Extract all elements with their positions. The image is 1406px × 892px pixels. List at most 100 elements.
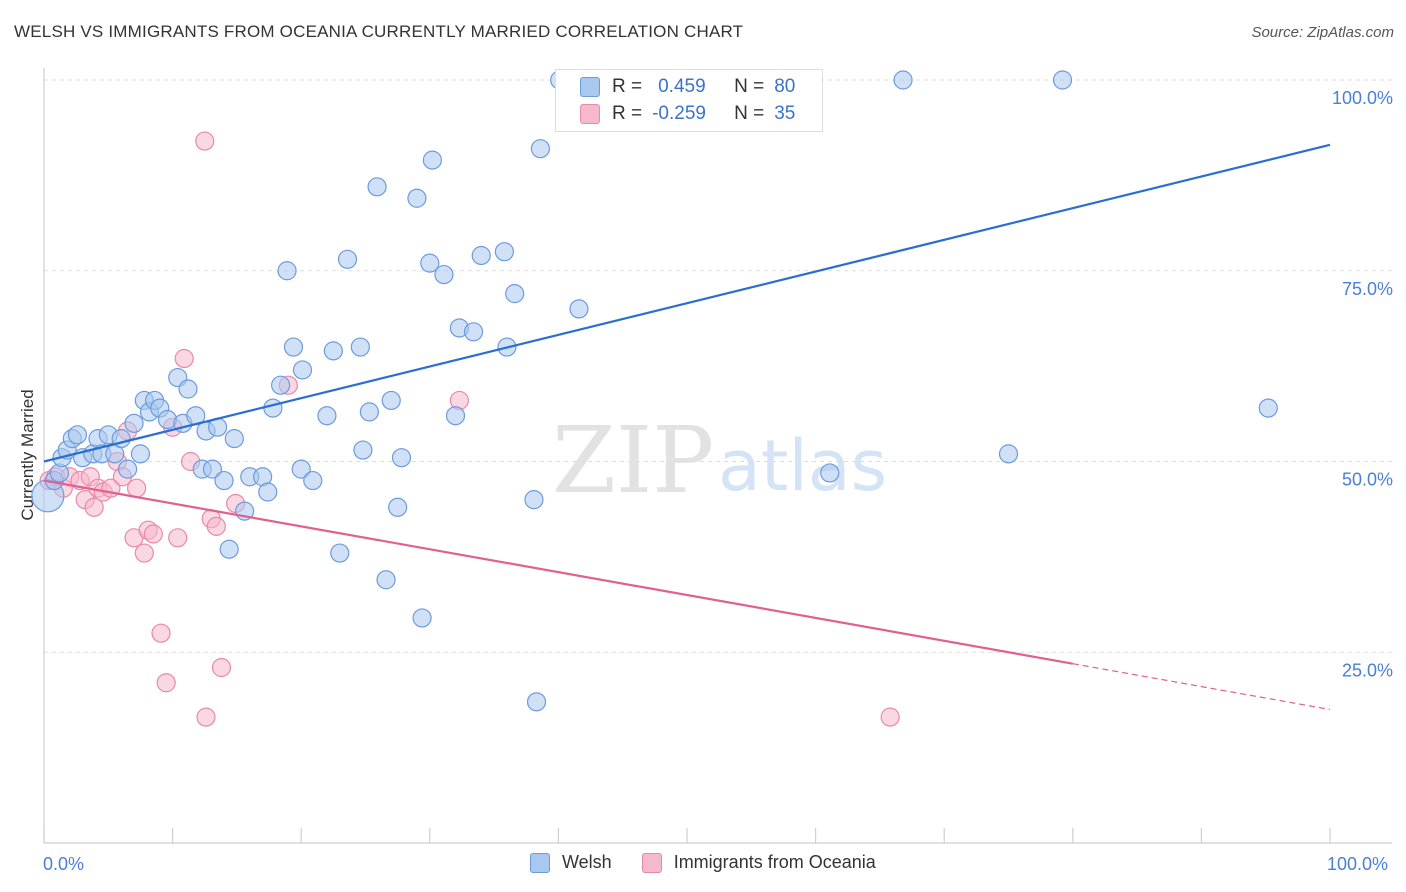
legend-item-welsh[interactable]: Welsh: [530, 852, 612, 873]
data-point: [224, 429, 244, 449]
data-point: [283, 337, 304, 357]
watermark: ZIP atlas: [552, 407, 887, 514]
data-point: [317, 406, 337, 426]
data-point: [130, 444, 151, 464]
legend-bottom-swatch-oceania: [641, 852, 662, 873]
legend-bottom-label-oceania: Immigrants from Oceania: [673, 852, 876, 872]
data-point: [84, 497, 104, 517]
data-point: [206, 516, 226, 536]
axes: [43, 68, 1392, 844]
data-point: [381, 390, 401, 411]
trend-lines: [43, 143, 1331, 711]
data-point: [445, 406, 466, 426]
stats-legend: R = 0.459 N = 80 R = -0.259 N = 35: [555, 69, 823, 132]
legend-n-label-welsh: N =: [734, 76, 765, 97]
data-point: [323, 341, 343, 361]
data-point: [420, 253, 440, 273]
data-point: [124, 413, 144, 433]
data-point: [196, 707, 216, 727]
data-point: [353, 440, 373, 460]
x-tick-label-min: 0.0%: [43, 854, 84, 874]
data-point: [388, 497, 408, 517]
legend-swatch-welsh: [580, 77, 600, 97]
data-point: [998, 444, 1019, 464]
data-point: [277, 261, 297, 281]
data-point: [151, 623, 171, 643]
data-point: [202, 459, 223, 479]
legend-r-label-welsh: R =: [612, 76, 643, 97]
data-point: [117, 459, 138, 479]
source-label: Source: ZipAtlas.com: [1251, 24, 1394, 41]
legend-bottom-swatch-welsh: [530, 852, 550, 873]
trend-line-welsh: [43, 143, 1331, 463]
data-point: [412, 608, 432, 628]
data-point: [494, 242, 514, 262]
data-point: [156, 673, 176, 693]
grid-lines: [44, 79, 1392, 653]
data-point: [1052, 70, 1073, 90]
data-point: [263, 398, 283, 418]
legend-bottom-label-welsh: Welsh: [562, 852, 612, 872]
data-point: [271, 375, 291, 395]
watermark-atlas: atlas: [718, 425, 887, 507]
series-legend: Welsh Immigrants from Oceania: [530, 852, 906, 873]
data-point: [530, 139, 550, 159]
legend-row-welsh: R = 0.459 N = 80: [580, 75, 795, 99]
data-point: [407, 188, 427, 208]
legend-n-value-oceania: 35: [774, 103, 796, 124]
data-point: [505, 284, 525, 304]
data-point: [303, 470, 323, 491]
data-point: [434, 264, 454, 285]
data-point: [67, 425, 88, 445]
data-point: [524, 490, 544, 510]
data-point: [143, 524, 163, 544]
trend-line-oceania-extension: [1072, 663, 1331, 711]
data-point: [178, 379, 198, 399]
series-welsh-points: [31, 70, 1278, 712]
data-point: [569, 299, 589, 319]
data-point: [219, 539, 239, 559]
y-tick-label: 25.0%: [1342, 660, 1393, 680]
data-point: [134, 543, 154, 563]
y-tick-label: 75.0%: [1342, 279, 1393, 299]
data-point: [893, 70, 913, 90]
data-point: [391, 448, 412, 468]
data-point: [1258, 398, 1278, 418]
legend-item-oceania[interactable]: Immigrants from Oceania: [641, 852, 876, 873]
watermark-zip: ZIP: [552, 407, 714, 514]
data-point: [330, 543, 350, 563]
data-point: [820, 463, 840, 483]
data-point: [471, 245, 491, 266]
data-point: [367, 177, 387, 197]
data-point: [463, 322, 484, 342]
data-point: [526, 692, 547, 712]
y-tick-label: 50.0%: [1342, 470, 1393, 490]
legend-row-oceania: R = -0.259 N = 35: [580, 102, 795, 126]
data-point: [291, 459, 311, 479]
legend-r-value-welsh: 0.459: [658, 76, 706, 97]
data-point: [168, 528, 188, 548]
x-ticks: [43, 828, 1331, 843]
chart-title: WELSH VS IMMIGRANTS FROM OCEANIA CURRENT…: [14, 22, 744, 41]
data-point: [195, 131, 215, 151]
y-tick-labels: 100.0% 75.0% 50.0% 25.0%: [1332, 88, 1393, 680]
data-point: [880, 707, 900, 727]
data-point: [422, 150, 442, 170]
legend-swatch-oceania: [580, 104, 600, 124]
data-point: [214, 470, 234, 491]
x-tick-label-max: 100.0%: [1327, 854, 1388, 874]
data-point: [258, 482, 278, 502]
legend-n-value-welsh: 80: [774, 76, 796, 97]
trend-line-oceania: [43, 479, 1073, 665]
data-point: [174, 348, 194, 369]
data-point: [126, 478, 147, 498]
data-point: [211, 657, 232, 678]
data-point: [350, 337, 370, 357]
data-point: [292, 360, 313, 380]
legend-r-label-oceania: R =: [612, 103, 643, 124]
legend-n-label-oceania: N =: [734, 103, 765, 124]
y-tick-label: 100.0%: [1332, 88, 1393, 108]
data-point: [376, 570, 396, 590]
data-point: [337, 249, 358, 269]
